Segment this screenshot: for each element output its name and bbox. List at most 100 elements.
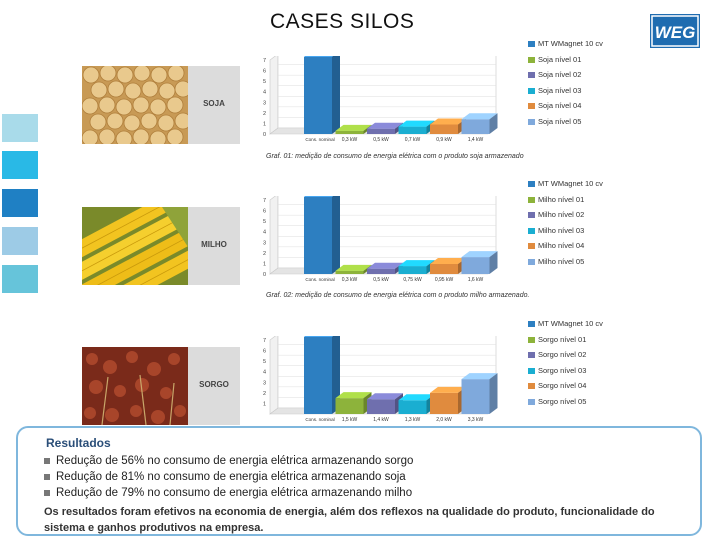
- legend-item: Soja nível 03: [528, 85, 648, 101]
- legend-item: Sorgo nível 01: [528, 334, 648, 350]
- bar-top: [335, 124, 372, 131]
- bar-front: [335, 398, 364, 414]
- legend-swatch: [528, 118, 535, 125]
- side-square-3: [2, 189, 38, 217]
- bullet-square-icon: [44, 489, 50, 496]
- legend-label: Milho nível 04: [538, 241, 585, 250]
- y-tick-label: 6: [263, 349, 266, 355]
- chart-bar: [304, 56, 340, 135]
- x-tick-label: 0,75 kW: [403, 277, 422, 283]
- y-tick-label: 6: [263, 69, 266, 75]
- legend-swatch: [528, 72, 535, 78]
- soja-photo: SOJA: [82, 66, 240, 144]
- legend-item: Milho nível 02: [528, 209, 648, 225]
- legend-swatch: [528, 181, 535, 187]
- legend-label: Milho nível 01: [538, 194, 585, 204]
- x-tick-label: Cons. nominal: [305, 137, 334, 142]
- bar-side: [489, 373, 498, 414]
- legend-swatch: [528, 243, 535, 249]
- bar-top: [461, 113, 498, 120]
- bar-top: [304, 56, 334, 57]
- x-tick-label: 0,5 kW: [373, 137, 389, 143]
- bar-top: [367, 393, 403, 400]
- legend-swatch: [528, 258, 535, 265]
- legend-item: Soja nível 01: [528, 54, 648, 70]
- x-tick-label: Cons. nominal: [305, 417, 334, 422]
- legend-label: Sorgo nível 03: [538, 365, 587, 375]
- result-bullet-text: Redução de 79% no consumo de energia elé…: [56, 487, 413, 499]
- bar-front: [430, 263, 458, 274]
- y-tick-label: 7: [263, 198, 266, 204]
- y-tick-label: 1: [263, 121, 266, 127]
- milho-image: [82, 207, 188, 285]
- x-tick-label: 0,3 kW: [342, 137, 358, 143]
- chart-bar: [430, 257, 466, 274]
- result-bullet-text: Redução de 56% no consumo de energia elé…: [56, 455, 414, 467]
- bar-top: [335, 392, 372, 399]
- chart-bar: [461, 113, 498, 134]
- bar-front: [398, 126, 427, 134]
- legend-swatch: [528, 212, 535, 218]
- bar-side: [332, 56, 340, 134]
- milho-label: MILHO: [201, 240, 227, 249]
- y-tick-label: 4: [263, 90, 266, 96]
- y-tick-label: 2: [263, 111, 266, 117]
- bar-front: [398, 400, 427, 414]
- sorgo-chart: 1 2 3 4 5 6 7 Cons. nominal 1,5 kW 1,4 kW 1,3 kW 2,…: [263, 336, 498, 423]
- milho-label-panel: MILHO: [188, 207, 240, 285]
- side-square-4: [2, 227, 38, 255]
- bar-front: [304, 196, 332, 274]
- milho-chart-caption: Graf. 02: medição de consumo de energia …: [266, 292, 530, 299]
- soja-label-panel: SOJA: [188, 66, 240, 144]
- chart-bar: [461, 251, 498, 274]
- legend-label: Sorgo nível 05: [538, 396, 587, 406]
- legend-label: Milho nível 02: [538, 210, 585, 219]
- legend-item: Sorgo nível 03: [528, 365, 648, 381]
- sorgo-image: [82, 347, 188, 425]
- legend-item: Milho nível 01: [528, 194, 648, 210]
- legend-swatch: [528, 41, 535, 47]
- x-tick-label: 3,3 kW: [468, 417, 484, 423]
- legend-item: Soja nível 02: [528, 69, 648, 85]
- y-tick-label: 3: [263, 100, 266, 106]
- legend-swatch: [528, 321, 535, 327]
- bar-top: [367, 262, 403, 269]
- bar-top: [398, 120, 435, 127]
- bar-top: [367, 122, 403, 129]
- chart-bar: [430, 386, 466, 414]
- chart-bar: [398, 120, 435, 134]
- page-title: CASES SILOS: [270, 10, 415, 33]
- y-tick-label: 3: [263, 380, 266, 386]
- bar-top: [398, 394, 435, 401]
- chart-bar: [461, 373, 498, 414]
- sorgo-label: SORGO: [199, 380, 229, 389]
- legend-swatch: [528, 383, 535, 389]
- weg-logo: WEG: [650, 14, 700, 48]
- legend-swatch: [528, 87, 535, 94]
- soja-legend: MT WMagnet 10 cv Soja nível 01 Soja nível …: [528, 38, 648, 131]
- y-tick-label: 4: [263, 370, 266, 376]
- bar-side: [332, 336, 340, 414]
- bar-front: [461, 379, 490, 414]
- y-tick-label: 5: [263, 359, 266, 365]
- soja-chart: 0 1 2 3 4 5 6 7 Cons. nominal 0,3 kW 0,5 kW 0,7 kW 0…: [263, 56, 498, 143]
- bar-front: [398, 266, 427, 274]
- legend-label: Sorgo nível 02: [538, 350, 587, 359]
- x-tick-label: 1,5 kW: [342, 417, 358, 423]
- bar-side: [332, 196, 340, 274]
- x-tick-label: 0,3 kW: [342, 277, 358, 283]
- bar-front: [367, 268, 395, 274]
- legend-item: Sorgo nível 02: [528, 349, 648, 365]
- chart-side-wall: [269, 56, 279, 135]
- legend-item: Soja nível 05: [528, 116, 648, 132]
- bar-top: [430, 257, 466, 264]
- legend-label: Sorgo nível 04: [538, 381, 587, 390]
- bullet-square-icon: [44, 457, 50, 464]
- bar-side: [489, 251, 498, 274]
- bar-front: [461, 119, 490, 134]
- logo-text: WEG: [655, 23, 696, 42]
- y-tick-label: 7: [263, 58, 266, 64]
- sorgo-legend: MT WMagnet 10 cv Sorgo nível 01 Sorgo níve…: [528, 318, 648, 411]
- bar-top: [430, 386, 466, 393]
- chart-bar: [367, 393, 403, 414]
